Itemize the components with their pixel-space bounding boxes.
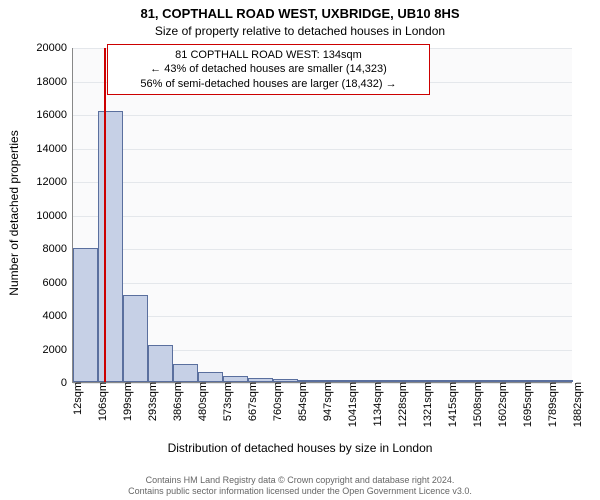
x-tick-label: 1041sqm [345, 382, 359, 427]
footnote-line-2: Contains public sector information licen… [0, 486, 600, 496]
x-tick-label: 947sqm [320, 382, 334, 421]
x-tick-label: 1695sqm [520, 382, 534, 427]
histogram-bar [98, 111, 123, 382]
x-tick-label: 386sqm [170, 382, 184, 421]
x-tick-label: 1228sqm [395, 382, 409, 427]
x-tick-label: 1134sqm [370, 382, 384, 426]
histogram-bar [173, 364, 198, 382]
y-axis-label: Number of detached properties [7, 113, 21, 313]
footnote-line-1: Contains HM Land Registry data © Crown c… [0, 475, 600, 485]
gridline [73, 149, 572, 150]
x-tick-label: 1882sqm [570, 382, 584, 427]
x-tick-label: 1321sqm [420, 382, 434, 427]
gridline [73, 249, 572, 250]
x-tick-label: 760sqm [270, 382, 284, 421]
histogram-bar [148, 345, 173, 382]
chart-title: 81, COPTHALL ROAD WEST, UXBRIDGE, UB10 8… [0, 6, 600, 21]
y-tick-label: 18000 [36, 76, 73, 88]
x-tick-label: 854sqm [295, 382, 309, 421]
y-tick-label: 20000 [36, 42, 73, 54]
y-tick-label: 12000 [36, 176, 73, 188]
y-tick-label: 8000 [43, 243, 73, 255]
subject-marker-line [104, 48, 106, 382]
legend-line-3: 56% of semi-detached houses are larger (… [116, 77, 421, 91]
x-tick-label: 199sqm [120, 382, 134, 421]
x-tick-label: 1602sqm [495, 382, 509, 427]
plot-area: 0200040006000800010000120001400016000180… [72, 48, 572, 383]
x-tick-label: 1789sqm [545, 382, 559, 427]
x-tick-label: 667sqm [245, 382, 259, 421]
gridline [73, 115, 572, 116]
legend-line-1: 81 COPTHALL ROAD WEST: 134sqm [116, 48, 421, 62]
legend-line-2: ← 43% of detached houses are smaller (14… [116, 62, 421, 76]
x-tick-label: 480sqm [195, 382, 209, 421]
x-tick-label: 1415sqm [445, 382, 459, 427]
x-tick-label: 1508sqm [470, 382, 484, 427]
histogram-bar [123, 295, 148, 382]
gridline [73, 182, 572, 183]
x-axis-label: Distribution of detached houses by size … [0, 441, 600, 455]
chart-container: { "title_line1": "81, COPTHALL ROAD WEST… [0, 0, 600, 500]
y-tick-label: 14000 [36, 143, 73, 155]
chart-footnote: Contains HM Land Registry data © Crown c… [0, 475, 600, 496]
x-tick-label: 293sqm [145, 382, 159, 421]
legend-box: 81 COPTHALL ROAD WEST: 134sqm ← 43% of d… [107, 44, 430, 95]
gridline [73, 216, 572, 217]
y-tick-label: 10000 [36, 210, 73, 222]
y-tick-label: 6000 [43, 277, 73, 289]
x-tick-label: 106sqm [95, 382, 109, 421]
y-tick-label: 4000 [43, 310, 73, 322]
x-tick-label: 12sqm [70, 382, 84, 415]
gridline [73, 283, 572, 284]
y-tick-label: 2000 [43, 344, 73, 356]
x-tick-label: 573sqm [220, 382, 234, 421]
chart-subtitle: Size of property relative to detached ho… [0, 24, 600, 38]
histogram-bar [73, 248, 98, 382]
y-tick-label: 16000 [36, 109, 73, 121]
histogram-bar [198, 372, 223, 382]
